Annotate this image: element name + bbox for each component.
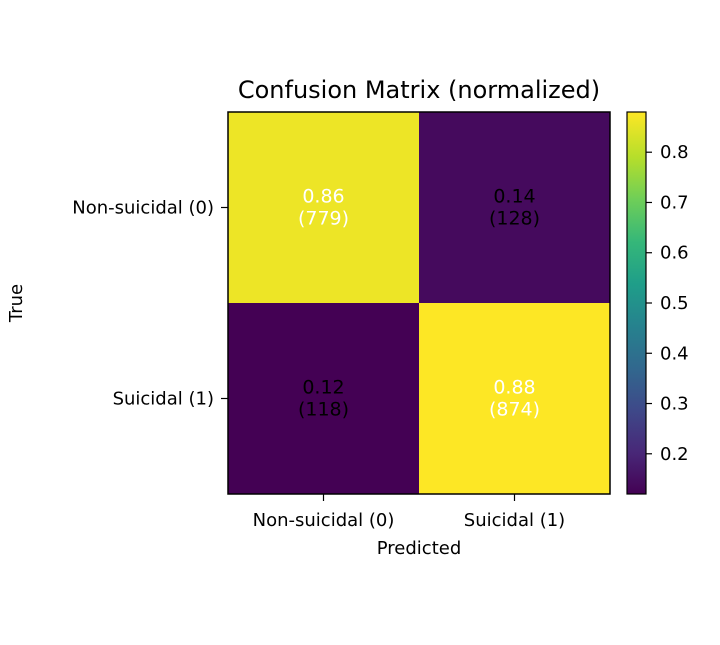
heatmap-cell-r0-c0 [228,112,419,303]
colorbar-tick-label: 0.5 [660,293,689,314]
colorbar-tick-label: 0.2 [660,444,689,465]
plot-frame [227,111,611,495]
heatmap-cell-r1-c0 [228,303,419,494]
colorbar-tick-label: 0.8 [660,142,689,163]
cell-label-r0-c0: 0.86 (779) [298,186,349,230]
heatmap-cell-r1-c1 [419,303,610,494]
colorbar-tick-label: 0.7 [660,192,689,213]
chart-title: Confusion Matrix (normalized) [238,76,600,104]
y-axis-label: True [6,284,27,323]
cell-label-r0-c1: 0.14 (128) [489,186,540,230]
y-tick-label: Non-suicidal (0) [72,198,214,219]
x-axis-label: Predicted [377,538,462,559]
x-tick-label: Suicidal (1) [464,510,565,531]
cell-label-r1-c0: 0.12 (118) [298,377,349,421]
heatmap-cell-labels: 0.86 (779) 0.14 (128) 0.12 (118) 0.88 (874) [298,186,540,421]
x-axis-ticks: Non-suicidal (0) Suicidal (1) [253,494,565,531]
cell-label-r1-c1: 0.88 (874) [489,377,540,421]
x-tick-label: Non-suicidal (0) [253,510,395,531]
colorbar-ticks: 0.2 0.3 0.4 0.5 0.6 0.7 0.8 [646,142,689,465]
heatmap-cell-r0-c1 [419,112,610,303]
colorbar-tick-label: 0.6 [660,243,689,264]
heatmap-cells [228,112,610,494]
y-axis-ticks: Non-suicidal (0) Suicidal (1) [72,198,228,410]
colorbar-tick-label: 0.3 [660,394,689,415]
colorbar-tick-label: 0.4 [660,343,689,364]
colorbar [626,111,647,495]
y-tick-label: Suicidal (1) [113,389,214,410]
